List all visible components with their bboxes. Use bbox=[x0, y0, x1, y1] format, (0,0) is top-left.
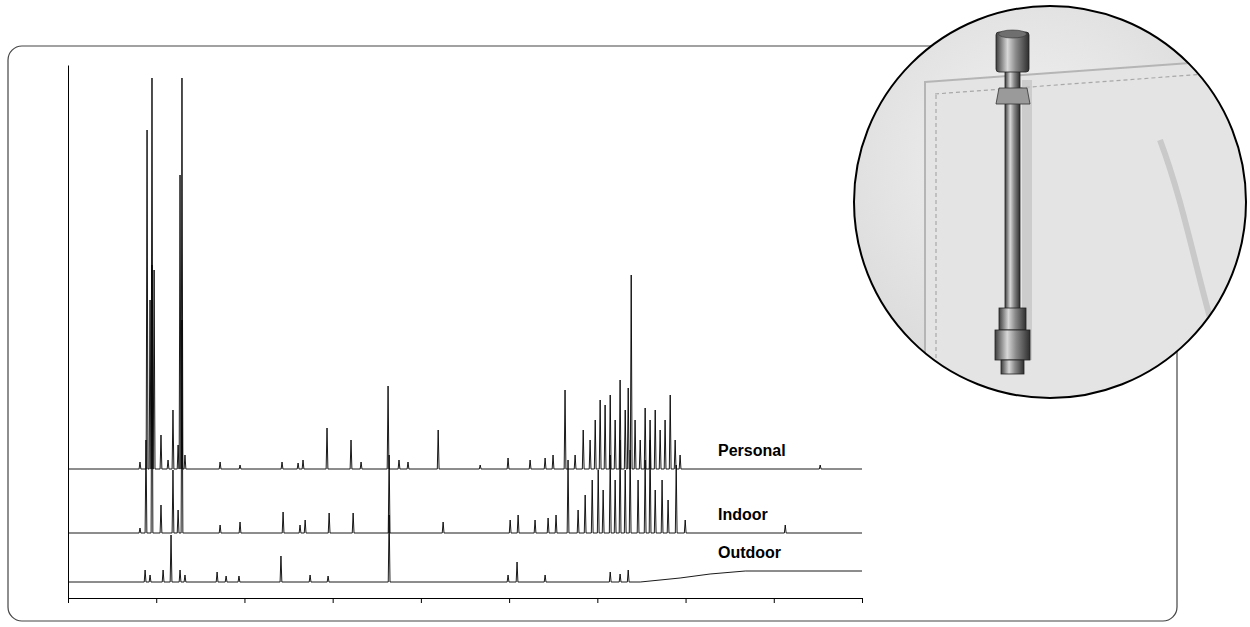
x-tick bbox=[774, 598, 775, 603]
x-tick bbox=[333, 598, 334, 603]
x-axis-line bbox=[69, 598, 863, 599]
x-tick-mark bbox=[244, 598, 245, 603]
fold-shadow bbox=[1160, 140, 1230, 380]
x-tick bbox=[862, 598, 863, 603]
series-label: Indoor bbox=[718, 506, 768, 523]
x-tick bbox=[421, 598, 422, 603]
x-tick bbox=[686, 598, 687, 603]
tube-fitting bbox=[999, 308, 1026, 330]
x-tick bbox=[509, 598, 510, 603]
x-tick-mark bbox=[421, 598, 422, 603]
y-axis bbox=[68, 66, 69, 599]
x-tick-mark bbox=[686, 598, 687, 603]
pocket bbox=[925, 58, 1250, 420]
figure: Personal Indoor Outdoor bbox=[0, 0, 1250, 627]
pocket-stitch bbox=[935, 70, 1250, 94]
x-tick bbox=[68, 598, 69, 603]
x-tick bbox=[597, 598, 598, 603]
x-tick-mark bbox=[156, 598, 157, 603]
x-tick-mark bbox=[774, 598, 775, 603]
tube-nut bbox=[995, 330, 1030, 360]
trace bbox=[68, 265, 862, 533]
photo-border bbox=[854, 6, 1246, 398]
pocket-stitch bbox=[935, 95, 936, 420]
x-tick-mark bbox=[862, 598, 863, 603]
trace bbox=[68, 78, 862, 469]
x-tick-mark bbox=[333, 598, 334, 603]
x-tick-mark bbox=[597, 598, 598, 603]
trace bbox=[68, 515, 862, 582]
photo-inset bbox=[854, 6, 1250, 420]
series-label: Outdoor bbox=[718, 544, 781, 561]
x-tick-mark bbox=[509, 598, 510, 603]
x-tick-mark bbox=[68, 598, 69, 603]
tube-rod bbox=[1005, 70, 1020, 315]
tube-cap-mesh bbox=[999, 30, 1027, 38]
photo-content bbox=[854, 6, 1250, 420]
y-axis-line bbox=[68, 66, 69, 599]
x-tick bbox=[156, 598, 157, 603]
x-axis bbox=[69, 598, 863, 603]
tube-clip bbox=[996, 88, 1030, 104]
traces bbox=[68, 78, 862, 582]
x-tick bbox=[244, 598, 245, 603]
series-label: Personal bbox=[718, 442, 786, 459]
tube-end bbox=[1001, 360, 1024, 374]
